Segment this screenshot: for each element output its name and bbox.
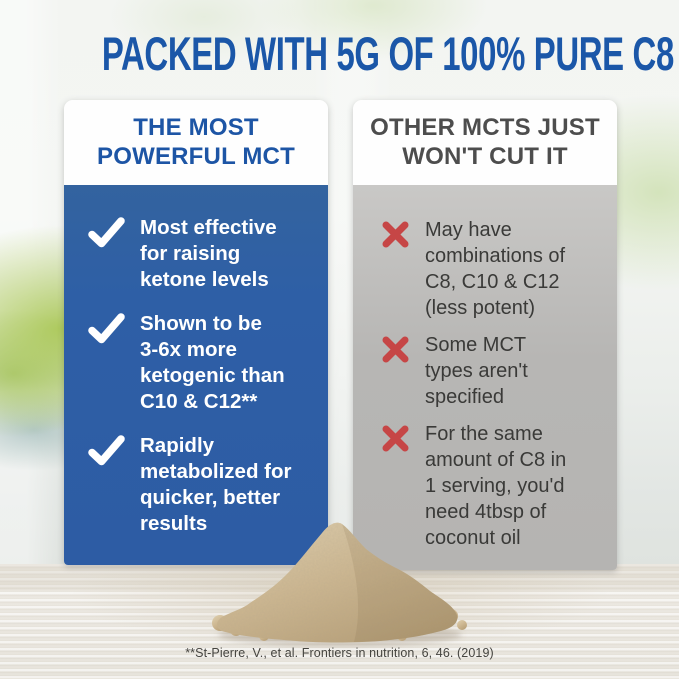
cons-item: For the same amount of C8 in 1 serving, …	[380, 421, 603, 551]
cons-item: May have combinations of C8, C10 & C12 (…	[380, 217, 603, 321]
check-icon	[88, 434, 125, 471]
cross-icon	[380, 219, 411, 255]
check-icon	[88, 217, 125, 253]
mct-powder-pile-image	[212, 522, 467, 646]
pros-card: THE MOST POWERFUL MCT Most effective for…	[64, 100, 328, 565]
cross-icon	[380, 423, 411, 459]
pros-card-body: Most effective for raising ketone levels…	[64, 185, 328, 565]
pros-item: Most effective for raising ketone levels	[88, 215, 312, 294]
cons-card: OTHER MCTS JUST WON'T CUT IT May have co…	[353, 100, 617, 570]
citation-footnote: **St-Pierre, V., et al. Frontiers in nut…	[185, 646, 494, 660]
cons-card-heading: OTHER MCTS JUST WON'T CUT IT	[353, 100, 617, 185]
pros-item-text: Shown to be 3-6x more ketogenic than C10…	[140, 311, 285, 414]
cons-item: Some MCT types aren't specified	[380, 332, 603, 410]
cons-item-text: For the same amount of C8 in 1 serving, …	[425, 423, 567, 549]
cross-icon	[380, 334, 411, 370]
pros-item-text: Most effective for raising ketone levels	[140, 216, 277, 292]
cons-item-text: Some MCT types aren't specified	[425, 334, 528, 408]
headline: PACKED WITH 5G OF 100% PURE C8	[101, 27, 674, 80]
pros-item: Rapidly metabolized for quicker, better …	[88, 433, 312, 538]
cons-item-text: May have combinations of C8, C10 & C12 (…	[425, 219, 566, 319]
pros-card-heading: THE MOST POWERFUL MCT	[64, 100, 328, 185]
check-icon	[88, 312, 125, 349]
cons-card-body: May have combinations of C8, C10 & C12 (…	[353, 185, 617, 570]
pros-item-text: Rapidly metabolized for quicker, better …	[140, 433, 292, 536]
pros-item: Shown to be 3-6x more ketogenic than C10…	[88, 311, 312, 416]
